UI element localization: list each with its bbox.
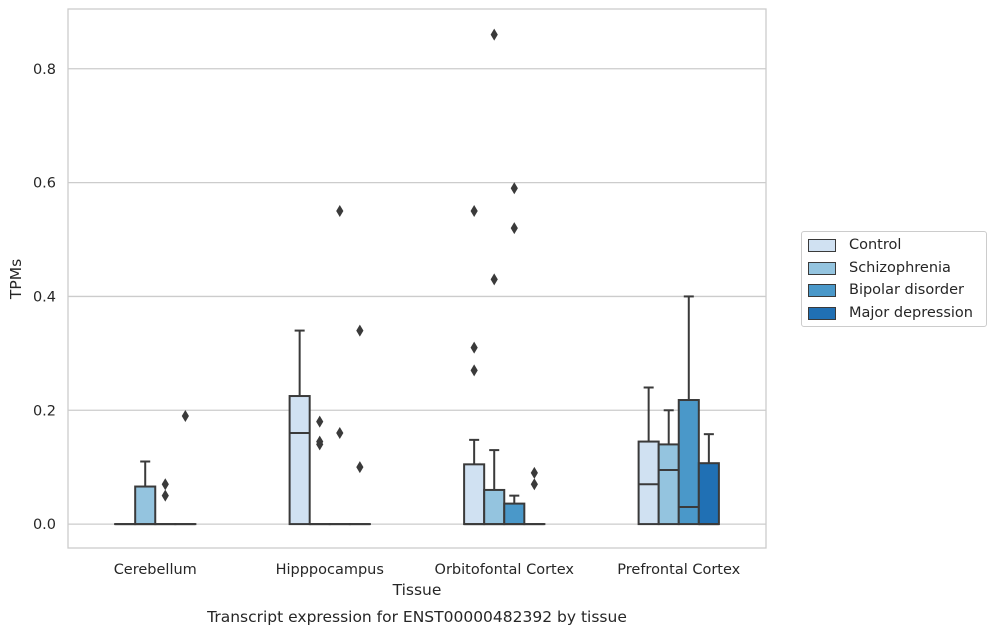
box-rect: [697, 462, 720, 526]
box-schizophrenia: [657, 409, 680, 526]
outlier-point: [161, 489, 169, 502]
box-plot-series: [114, 28, 720, 526]
box-major-depression: [523, 466, 546, 526]
box-rect: [503, 502, 526, 526]
box-rect: [677, 399, 700, 526]
box-schizophrenia: [134, 460, 157, 526]
outlier-point: [161, 478, 169, 491]
box-schizophrenia: [308, 415, 331, 526]
box-major-depression: [348, 324, 371, 526]
outlier-point: [181, 409, 189, 422]
outlier-point: [356, 324, 364, 337]
x-tick-label: Prefrontal Cortex: [617, 562, 740, 578]
outlier-point: [470, 205, 478, 218]
outlier-point: [530, 466, 538, 479]
box-bipolar-disorder: [677, 295, 700, 526]
y-tick-label: 0.4: [33, 289, 56, 305]
x-axis-label: Tissue: [392, 581, 442, 599]
y-tick-label: 0.2: [33, 403, 56, 419]
legend-swatch-bipolar-disorder: [808, 283, 836, 297]
legend-label-major-depression: Major depression: [849, 305, 973, 321]
box-rect: [134, 485, 157, 526]
box-rect: [657, 443, 680, 526]
x-tick-labels: Cerebellum Hipppocampus Orbitofontal Corte…: [114, 562, 741, 578]
box-major-depression: [174, 409, 197, 526]
y-tick-label: 0.8: [33, 62, 56, 78]
legend: Control Schizophrenia Bipolar disorder M…: [801, 231, 987, 327]
box-rect: [483, 488, 506, 526]
chart-title: Transcript expression for ENST0000048239…: [206, 608, 627, 626]
outlier-point: [336, 205, 344, 218]
legend-swatch-control: [808, 238, 836, 252]
x-tick-label: Hipppocampus: [276, 562, 384, 578]
outlier-point: [356, 461, 364, 474]
box-rect: [463, 463, 486, 526]
y-tick-labels: 0.0 0.2 0.4 0.6 0.8: [33, 62, 56, 533]
box-bipolar-disorder: [328, 205, 351, 526]
outlier-point: [510, 182, 518, 195]
outlier-point: [316, 435, 324, 448]
outlier-point: [490, 28, 498, 41]
outlier-point: [530, 478, 538, 491]
box-bipolar-disorder: [154, 478, 177, 526]
legend-item-control: Control: [808, 235, 901, 255]
outlier-point: [470, 341, 478, 354]
box-control: [463, 205, 486, 526]
x-tick-label: Orbitofontal Cortex: [435, 562, 575, 578]
outlier-point: [336, 427, 344, 440]
outlier-point: [470, 364, 478, 377]
legend-item-schizophrenia: Schizophrenia: [808, 258, 951, 278]
box-control: [637, 386, 660, 526]
outlier-point: [510, 222, 518, 235]
box-rect: [637, 440, 660, 526]
box-schizophrenia: [483, 28, 506, 526]
box-bipolar-disorder: [503, 182, 526, 526]
outlier-point: [490, 273, 498, 286]
y-tick-label: 0.6: [33, 176, 56, 192]
plot-frame: [67, 8, 767, 549]
legend-item-major-depression: Major depression: [808, 303, 973, 323]
x-tick-label: Cerebellum: [114, 562, 197, 578]
legend-label-bipolar-disorder: Bipolar disorder: [849, 282, 964, 298]
box-rect: [288, 395, 311, 526]
y-axis-label: TPMs: [7, 259, 25, 300]
legend-label-schizophrenia: Schizophrenia: [849, 260, 951, 276]
box-major-depression: [697, 433, 720, 526]
legend-swatch-schizophrenia: [808, 261, 836, 275]
legend-item-bipolar-disorder: Bipolar disorder: [808, 280, 964, 300]
legend-swatch-major-depression: [808, 306, 836, 320]
box-control: [288, 329, 311, 526]
legend-label-control: Control: [849, 237, 902, 253]
outlier-point: [316, 415, 324, 428]
y-tick-label: 0.0: [33, 517, 56, 533]
